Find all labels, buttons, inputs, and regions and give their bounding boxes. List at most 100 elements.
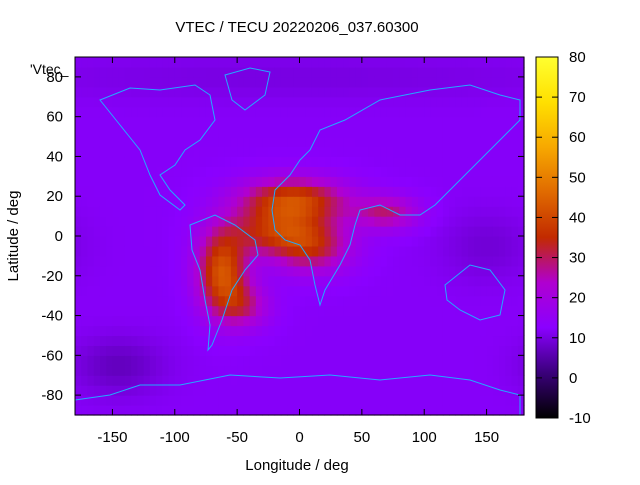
heatmap-cell bbox=[181, 156, 188, 167]
heatmap-cell bbox=[162, 315, 170, 327]
heatmap-cell bbox=[442, 285, 450, 297]
heatmap-cell bbox=[255, 305, 263, 317]
heatmap-cell bbox=[243, 395, 251, 406]
heatmap-cell bbox=[442, 275, 450, 287]
heatmap-cell bbox=[305, 245, 313, 257]
heatmap-cell bbox=[262, 405, 269, 416]
heatmap-cell bbox=[318, 365, 326, 376]
heatmap-cell bbox=[349, 66, 357, 78]
heatmap-cell bbox=[118, 106, 126, 118]
heatmap-cell bbox=[424, 295, 432, 307]
heatmap-cell bbox=[336, 315, 344, 327]
heatmap-cell bbox=[361, 355, 369, 366]
heatmap-cell bbox=[461, 66, 469, 78]
heatmap-cell bbox=[424, 315, 432, 327]
heatmap-cell bbox=[393, 315, 400, 327]
heatmap-cell bbox=[486, 156, 494, 167]
heatmap-cell bbox=[374, 325, 382, 337]
heatmap-cell bbox=[181, 285, 188, 297]
heatmap-cell bbox=[449, 146, 457, 158]
heatmap-cell bbox=[374, 375, 382, 386]
heatmap-cell bbox=[243, 325, 251, 337]
heatmap-cell bbox=[436, 96, 444, 108]
heatmap-cell bbox=[230, 126, 238, 138]
heatmap-cell bbox=[81, 146, 89, 158]
heatmap-cell bbox=[461, 365, 469, 376]
heatmap-cell bbox=[336, 66, 344, 78]
heatmap-cell bbox=[93, 76, 101, 88]
heatmap-cell bbox=[430, 375, 438, 386]
heatmap-cell bbox=[255, 265, 263, 277]
heatmap-cell bbox=[380, 176, 388, 187]
heatmap-cell bbox=[318, 76, 326, 88]
heatmap-cell bbox=[193, 57, 201, 68]
heatmap-cell bbox=[368, 176, 375, 187]
heatmap-cell bbox=[243, 355, 251, 366]
heatmap-cell bbox=[461, 226, 469, 237]
heatmap-cell bbox=[368, 86, 375, 98]
heatmap-cell bbox=[75, 106, 82, 118]
heatmap-cell bbox=[274, 385, 282, 396]
heatmap-cell bbox=[193, 76, 201, 88]
heatmap-cell bbox=[162, 96, 170, 108]
heatmap-cell bbox=[393, 265, 400, 277]
heatmap-cell bbox=[199, 206, 207, 217]
heatmap-cell bbox=[330, 146, 338, 158]
heatmap-cell bbox=[174, 355, 182, 366]
heatmap-cell bbox=[168, 365, 176, 376]
heatmap-cell bbox=[393, 325, 400, 337]
heatmap-cell bbox=[349, 146, 357, 158]
heatmap-cell bbox=[193, 146, 201, 158]
heatmap-cell bbox=[218, 66, 226, 78]
heatmap-cell bbox=[499, 206, 506, 217]
heatmap-cell bbox=[243, 295, 251, 307]
heatmap-cell bbox=[124, 236, 132, 247]
heatmap-cell bbox=[449, 335, 457, 346]
heatmap-cell bbox=[424, 146, 432, 158]
heatmap-cell bbox=[187, 216, 195, 227]
heatmap-cell bbox=[480, 136, 488, 148]
heatmap-cell bbox=[230, 325, 238, 337]
heatmap-cell bbox=[511, 96, 519, 108]
heatmap-cell bbox=[492, 365, 500, 376]
heatmap-cell bbox=[205, 166, 213, 177]
heatmap-cell bbox=[293, 76, 301, 88]
heatmap-cell bbox=[156, 295, 163, 307]
heatmap-cell bbox=[324, 146, 332, 158]
heatmap-cell bbox=[511, 365, 519, 376]
heatmap-cell bbox=[430, 385, 438, 396]
heatmap-cell bbox=[436, 325, 444, 337]
heatmap-cell bbox=[442, 295, 450, 307]
heatmap-cell bbox=[461, 186, 469, 197]
heatmap-cell bbox=[449, 325, 457, 337]
heatmap-cell bbox=[336, 385, 344, 396]
heatmap-cell bbox=[336, 305, 344, 317]
heatmap-cell bbox=[380, 76, 388, 88]
heatmap-cell bbox=[343, 295, 350, 307]
heatmap-cell bbox=[168, 206, 176, 217]
heatmap-cell bbox=[131, 57, 138, 68]
heatmap-cell bbox=[280, 66, 288, 78]
x-tick-label: 100 bbox=[412, 429, 437, 446]
heatmap-cell bbox=[311, 295, 319, 307]
heatmap-cell bbox=[380, 295, 388, 307]
heatmap-cell bbox=[467, 345, 475, 356]
heatmap-cell bbox=[156, 345, 163, 356]
heatmap-cell bbox=[455, 335, 463, 346]
heatmap-cell bbox=[262, 126, 269, 138]
heatmap-cell bbox=[374, 156, 382, 167]
heatmap-cell bbox=[75, 305, 82, 317]
heatmap-cell bbox=[143, 365, 151, 376]
heatmap-cell bbox=[380, 395, 388, 406]
heatmap-cell bbox=[237, 255, 244, 267]
heatmap-cell bbox=[112, 365, 120, 376]
heatmap-cell bbox=[374, 66, 382, 78]
heatmap-cell bbox=[368, 57, 375, 68]
heatmap-cell bbox=[268, 305, 276, 317]
heatmap-cell bbox=[274, 186, 282, 197]
heatmap-cell bbox=[112, 57, 120, 68]
heatmap-cell bbox=[280, 186, 288, 197]
heatmap-cell bbox=[262, 375, 269, 386]
colorbar-tick-label: 20 bbox=[569, 290, 586, 307]
heatmap-cell bbox=[237, 265, 244, 277]
